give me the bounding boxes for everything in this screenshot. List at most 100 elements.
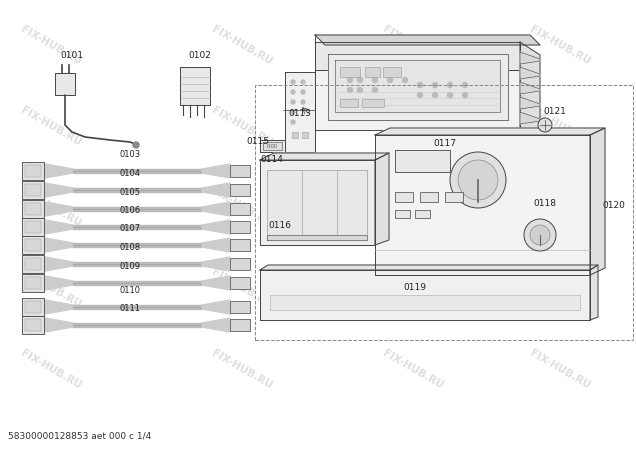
Bar: [55, 73, 75, 95]
Bar: [25, 221, 41, 233]
Polygon shape: [45, 276, 73, 290]
Text: 0121: 0121: [544, 108, 567, 117]
Polygon shape: [375, 153, 389, 245]
Text: 0108: 0108: [120, 243, 141, 252]
Text: FIX-HUB.RU: FIX-HUB.RU: [382, 267, 445, 309]
Circle shape: [347, 77, 352, 82]
Polygon shape: [73, 169, 202, 173]
Circle shape: [458, 160, 498, 200]
Bar: [395, 150, 450, 172]
Bar: [22, 181, 44, 199]
Bar: [180, 67, 210, 105]
Text: 0102: 0102: [188, 50, 211, 59]
Polygon shape: [73, 281, 202, 285]
Bar: [362, 99, 384, 107]
Bar: [395, 210, 410, 218]
Polygon shape: [520, 42, 540, 143]
Bar: [302, 132, 308, 138]
Bar: [365, 67, 380, 77]
Polygon shape: [202, 318, 230, 332]
Text: 0101: 0101: [60, 50, 83, 59]
Text: FIX-HUB.RU: FIX-HUB.RU: [528, 348, 591, 390]
Text: 0114: 0114: [261, 156, 284, 165]
Text: FIX-HUB.RU: FIX-HUB.RU: [528, 267, 591, 309]
Bar: [25, 319, 41, 331]
Polygon shape: [45, 300, 73, 314]
Circle shape: [448, 82, 452, 87]
Text: FIX-HUB.RU: FIX-HUB.RU: [19, 186, 83, 228]
Polygon shape: [73, 188, 202, 192]
Polygon shape: [263, 142, 282, 150]
Text: 0110: 0110: [120, 286, 141, 295]
Polygon shape: [73, 305, 202, 309]
Circle shape: [448, 93, 452, 98]
Text: FIX-HUB.RU: FIX-HUB.RU: [210, 348, 273, 390]
Polygon shape: [202, 220, 230, 234]
Polygon shape: [202, 202, 230, 216]
Polygon shape: [73, 243, 202, 247]
Polygon shape: [73, 262, 202, 266]
Polygon shape: [315, 35, 540, 45]
Text: FIX-HUB.RU: FIX-HUB.RU: [382, 105, 445, 147]
Bar: [230, 203, 250, 215]
Polygon shape: [520, 82, 540, 94]
Circle shape: [357, 87, 363, 93]
Text: 0116: 0116: [268, 220, 291, 230]
Text: 0119: 0119: [403, 284, 427, 292]
Text: FIX-HUB.RU: FIX-HUB.RU: [382, 348, 445, 390]
Bar: [22, 316, 44, 334]
Bar: [340, 99, 358, 107]
Bar: [267, 170, 367, 235]
Circle shape: [291, 80, 295, 84]
Text: FIX-HUB.RU: FIX-HUB.RU: [528, 24, 591, 66]
Polygon shape: [328, 54, 508, 120]
Polygon shape: [202, 164, 230, 178]
Text: 0109: 0109: [120, 262, 141, 271]
Circle shape: [291, 100, 295, 104]
Circle shape: [291, 90, 295, 94]
Polygon shape: [73, 225, 202, 229]
Polygon shape: [45, 164, 73, 178]
Bar: [22, 236, 44, 254]
Text: 0104: 0104: [120, 169, 141, 178]
Polygon shape: [45, 238, 73, 252]
Circle shape: [301, 90, 305, 94]
Polygon shape: [45, 257, 73, 271]
Bar: [22, 162, 44, 180]
Polygon shape: [202, 183, 230, 197]
Bar: [230, 319, 250, 331]
Bar: [230, 258, 250, 270]
Polygon shape: [520, 112, 540, 124]
Polygon shape: [260, 160, 375, 245]
Text: FIX-HUB.RU: FIX-HUB.RU: [210, 105, 273, 147]
Bar: [230, 184, 250, 196]
Circle shape: [462, 93, 467, 98]
Circle shape: [417, 93, 422, 98]
Polygon shape: [260, 140, 285, 152]
Bar: [340, 67, 360, 77]
Polygon shape: [267, 235, 367, 240]
Bar: [420, 192, 438, 202]
Text: 0118: 0118: [534, 198, 556, 207]
Circle shape: [450, 152, 506, 208]
Text: FIX-HUB.RU: FIX-HUB.RU: [210, 24, 273, 66]
Polygon shape: [375, 135, 590, 275]
Circle shape: [301, 80, 305, 84]
Polygon shape: [520, 52, 540, 64]
Text: 0105: 0105: [120, 188, 141, 197]
Polygon shape: [45, 202, 73, 216]
Circle shape: [432, 82, 438, 87]
Text: 0113: 0113: [289, 108, 312, 117]
Bar: [25, 277, 41, 289]
Polygon shape: [315, 42, 520, 70]
Text: FIX-HUB.RU: FIX-HUB.RU: [382, 24, 445, 66]
Polygon shape: [202, 276, 230, 290]
Text: FIX-HUB.RU: FIX-HUB.RU: [19, 348, 83, 390]
Bar: [383, 67, 401, 77]
Circle shape: [538, 118, 552, 132]
Bar: [230, 239, 250, 251]
Text: 0:00: 0:00: [266, 144, 277, 149]
Bar: [22, 298, 44, 316]
Text: FIX-HUB.RU: FIX-HUB.RU: [210, 267, 273, 309]
Text: 0120: 0120: [602, 201, 625, 210]
